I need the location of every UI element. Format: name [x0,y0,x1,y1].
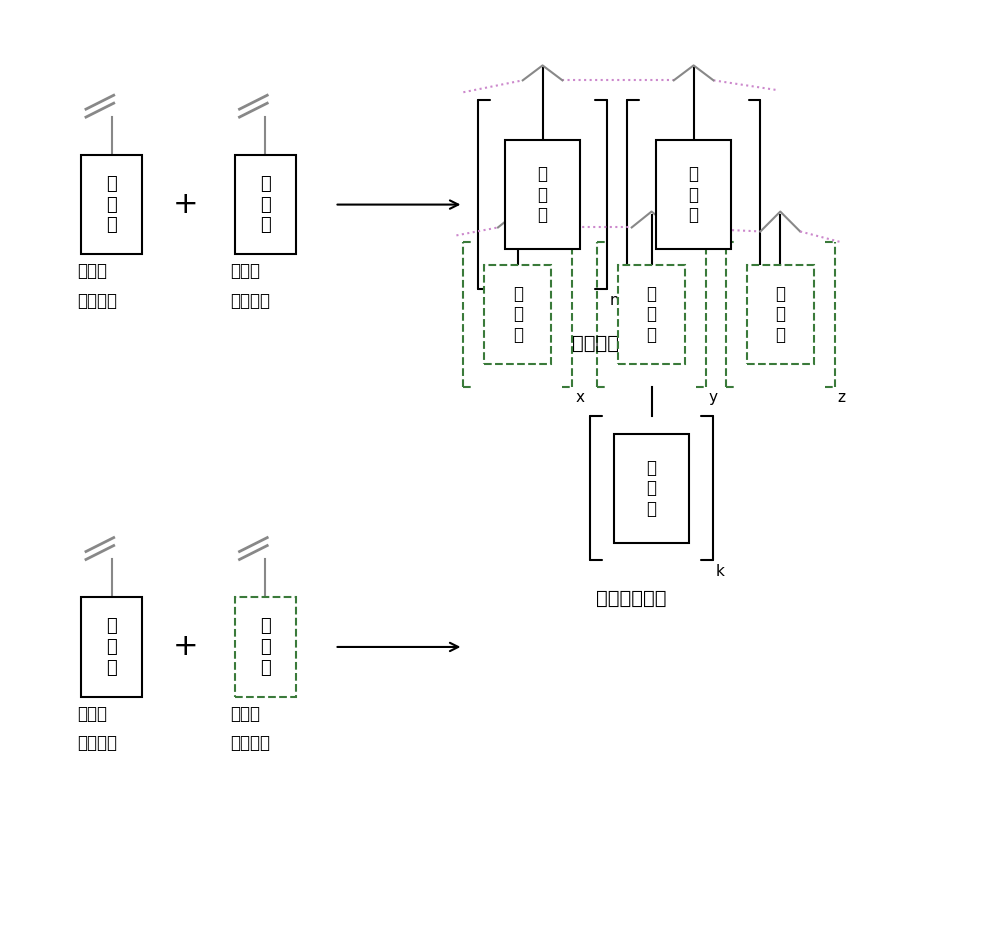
Text: 温敏性: 温敏性 [77,704,107,722]
Text: 温敏性: 温敏性 [77,262,107,280]
Text: 支链单体: 支链单体 [77,735,118,753]
FancyBboxPatch shape [234,155,296,255]
FancyBboxPatch shape [618,265,685,364]
Text: 分
散
性: 分 散 性 [260,617,271,677]
Text: 分
散
性: 分 散 性 [688,165,698,224]
FancyBboxPatch shape [81,597,142,697]
Text: 分
散
性: 分 散 性 [260,174,271,235]
Text: y: y [709,390,718,405]
Text: 分
散
性: 分 散 性 [646,285,656,344]
Text: +: + [173,633,199,661]
Text: 支链单体: 支链单体 [77,292,118,310]
Text: 温
敏
性: 温 敏 性 [538,165,548,224]
Text: z: z [838,390,846,405]
Text: 温
敏
性: 温 敏 性 [646,458,656,519]
Text: 支链单体: 支链单体 [231,292,271,310]
Text: 分散性: 分散性 [231,704,261,722]
FancyBboxPatch shape [656,140,731,249]
Text: 支链单体: 支链单体 [231,735,271,753]
Text: m: m [764,293,778,308]
Text: 分
散
性: 分 散 性 [513,285,523,344]
FancyBboxPatch shape [81,155,142,255]
Text: k: k [716,565,725,579]
Text: n: n [610,293,620,308]
FancyBboxPatch shape [505,140,580,249]
Text: x: x [576,390,585,405]
Text: 接枝型共聚物: 接枝型共聚物 [597,588,667,607]
Text: 温
敏
性: 温 敏 性 [107,174,118,235]
FancyBboxPatch shape [615,434,688,543]
FancyBboxPatch shape [484,265,552,364]
Text: 分
散
性: 分 散 性 [775,285,785,344]
Text: 分散性: 分散性 [231,262,261,280]
Text: 温
敏
性: 温 敏 性 [107,617,118,677]
FancyBboxPatch shape [234,597,296,697]
Text: +: + [173,190,199,219]
FancyBboxPatch shape [747,265,814,364]
Text: 嵌段型共聚物: 嵌段型共聚物 [572,334,642,354]
